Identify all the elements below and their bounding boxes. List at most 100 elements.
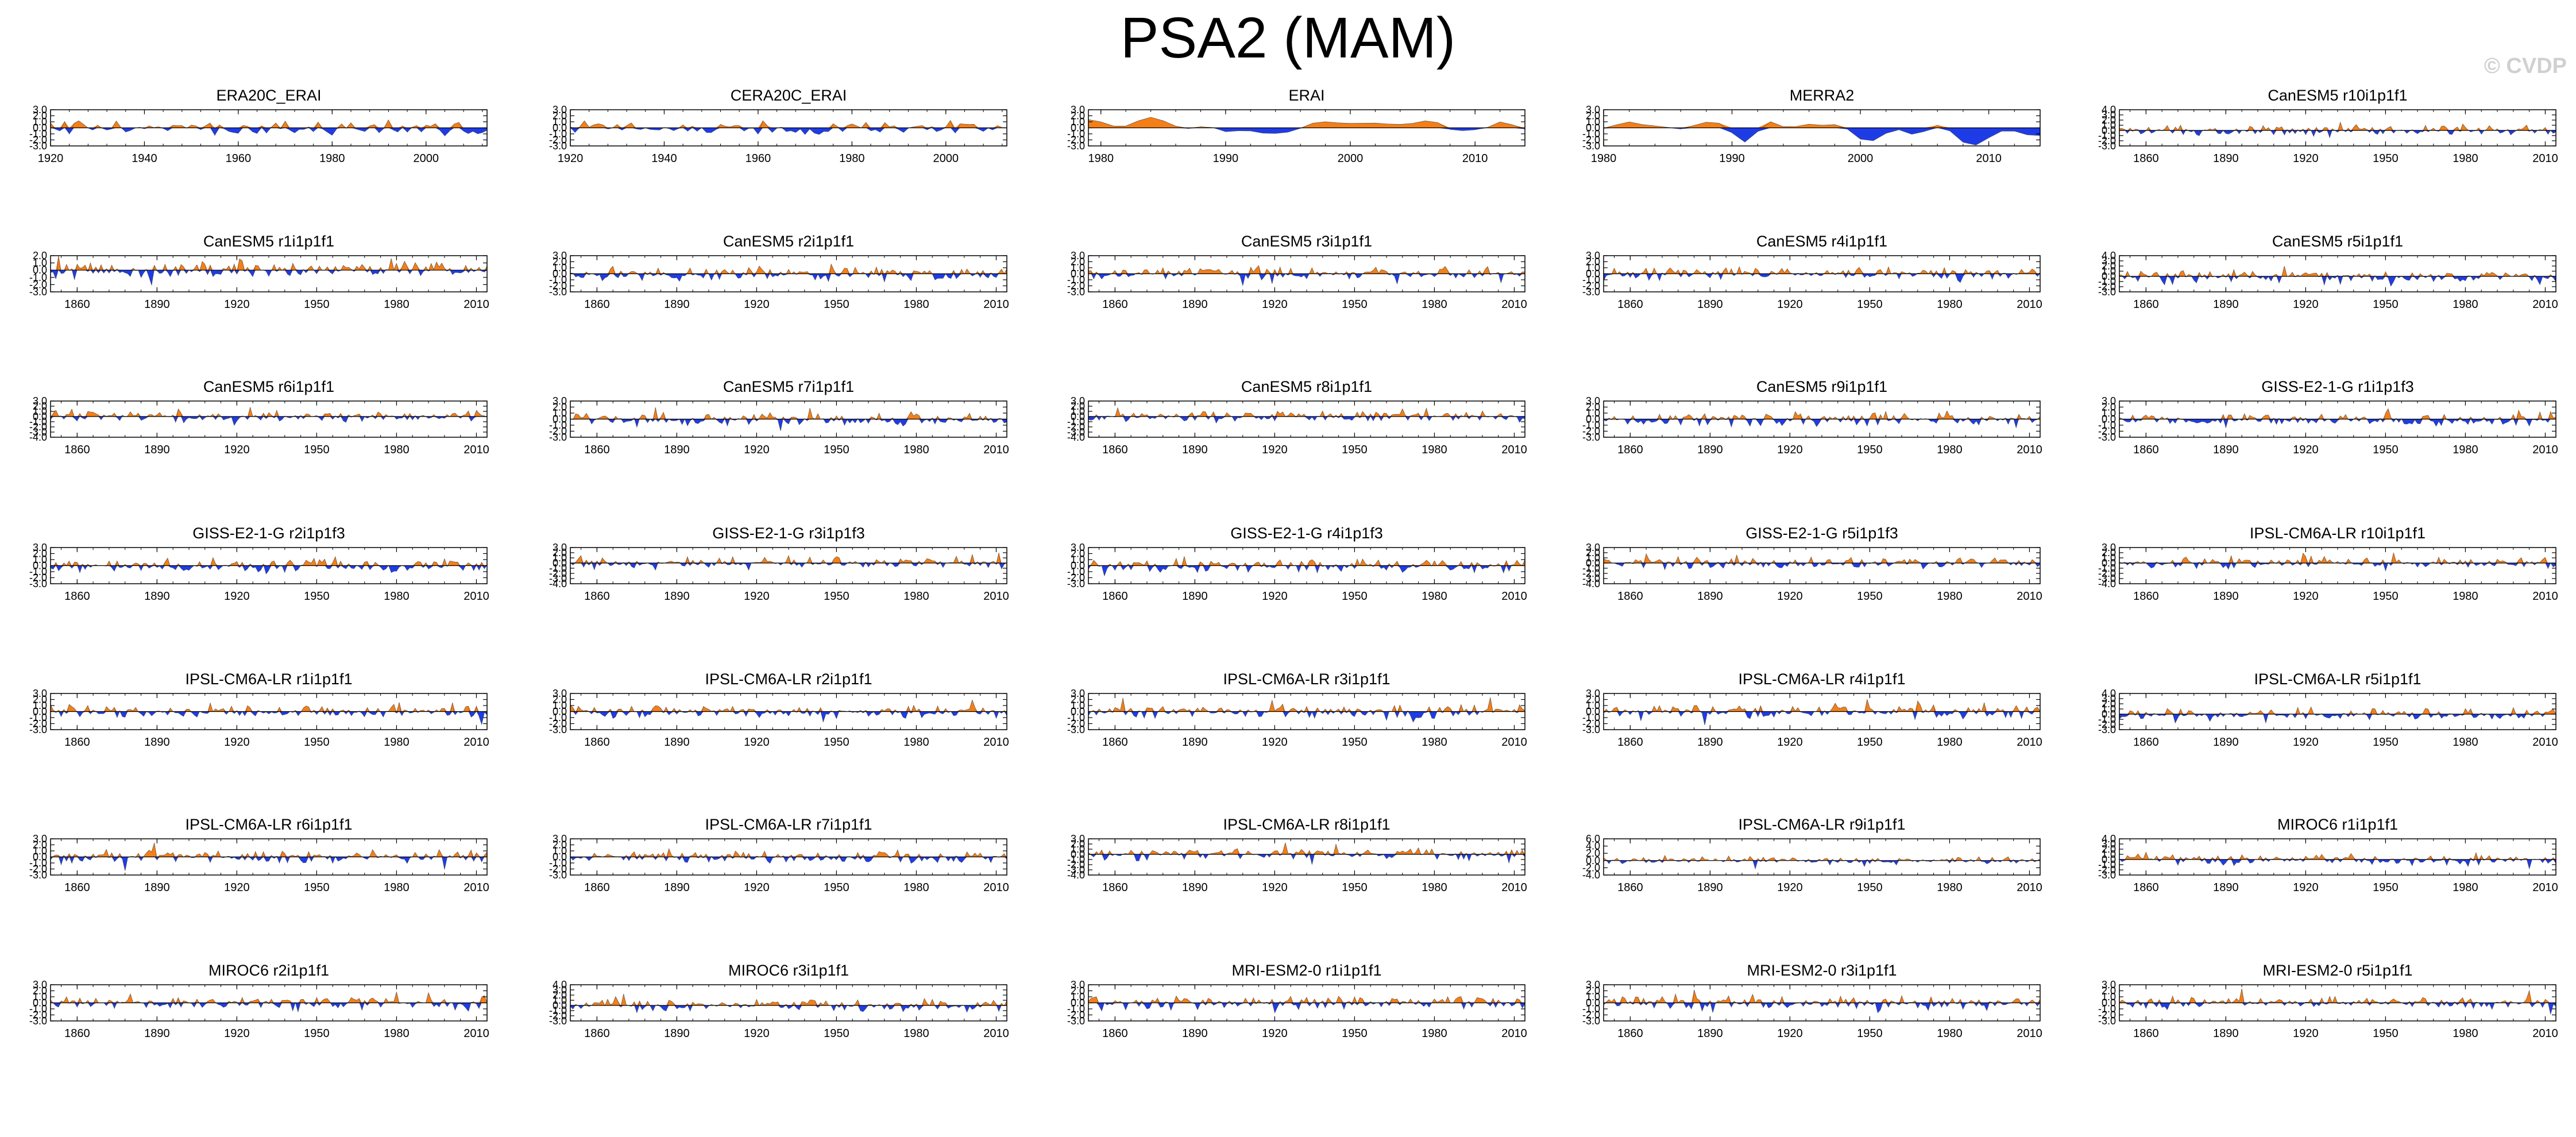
y-tick-label: 2.0 (1071, 400, 1085, 412)
y-tick-label: -3.0 (2098, 724, 2116, 735)
x-tick-label: 1980 (1591, 152, 1617, 165)
y-tick-label: 1.0 (553, 116, 567, 128)
x-tick-label: 2010 (2532, 298, 2558, 311)
chart-panel: IPSL-CM6A-LR r9i1p1f1 -4.0-2.00.02.04.06.… (1582, 816, 2042, 894)
series-line (570, 407, 1007, 431)
y-tick-label: 3.0 (1586, 542, 1600, 553)
series-line (1088, 556, 1525, 577)
chart-panel: ERAI -3.0-2.0-1.00.01.02.03.0 1980 1990 2000… (1067, 87, 1525, 165)
y-tick-label: 1.0 (1071, 843, 1085, 855)
x-tick-label: 1890 (2213, 1027, 2239, 1040)
x-tick-label: 2010 (464, 1027, 489, 1040)
y-tick-label: -2.0 (549, 426, 567, 437)
x-tick-label: 1980 (1937, 298, 1963, 311)
y-tick-label: -3.0 (1582, 724, 1600, 735)
x-tick-label: 1980 (384, 736, 410, 749)
series-line (1603, 410, 2041, 428)
x-tick-label: 2010 (983, 298, 1009, 311)
y-tick-label: 0.0 (2102, 557, 2116, 569)
positive-area (2119, 707, 2556, 714)
y-tick-label: 0.0 (1071, 997, 1085, 1009)
y-tick-label: 3.0 (2102, 395, 2116, 407)
y-tick-label: 3.0 (553, 395, 567, 407)
y-tick-label: -2.0 (29, 864, 47, 875)
panel-title: MRI-ESM2-0 r1i1p1f1 (1231, 962, 1381, 979)
y-tick-label: 1.0 (2102, 120, 2116, 131)
y-tick-label: -1.0 (549, 857, 567, 869)
y-tick-label: 1.0 (33, 700, 47, 711)
y-tick-label: -2.0 (1582, 426, 1600, 437)
x-tick-label: 1940 (132, 152, 157, 165)
series-line (570, 120, 1007, 135)
negative-area (51, 128, 487, 136)
x-tick-label: 1950 (304, 590, 330, 603)
y-tick-label: -3.0 (2098, 431, 2116, 443)
y-tick-label: 2.0 (553, 547, 567, 558)
positive-area (1088, 556, 1525, 566)
x-tick-label: 1920 (2293, 152, 2319, 165)
x-tick-label: 1980 (1422, 881, 1447, 894)
y-tick-label: -2.0 (549, 280, 567, 292)
y-tick-label: 0.0 (553, 122, 567, 134)
panel-title: CanESM5 r9i1p1f1 (1756, 378, 1887, 395)
y-tick-label: 1.0 (1071, 116, 1085, 128)
y-tick-label: 1.0 (2102, 552, 2116, 564)
negative-area (2119, 1003, 2556, 1015)
chart-panel: IPSL-CM6A-LR r10i1p1f1 -4.0-3.0-2.0-1.00.… (2098, 525, 2558, 603)
y-tick-label: -1.0 (2098, 859, 2116, 870)
y-tick-label: 2.0 (33, 985, 47, 997)
panel-title: MIROC6 r1i1p1f1 (2277, 816, 2398, 833)
y-tick-label: -3.0 (29, 426, 47, 438)
y-tick-label: -1.0 (2098, 276, 2116, 287)
panel-title: CanESM5 r5i1p1f1 (2272, 233, 2403, 250)
y-tick-label: 3.0 (553, 833, 567, 845)
positive-area (1604, 699, 2040, 712)
x-tick-label: 1980 (839, 152, 865, 165)
y-tick-label: 3.0 (1071, 104, 1085, 115)
x-tick-label: 1950 (824, 590, 849, 603)
series-line (1088, 117, 1525, 134)
x-tick-label: 1950 (1857, 298, 1883, 311)
x-tick-label: 1950 (304, 1027, 330, 1040)
chart-panel: IPSL-CM6A-LR r4i1p1f1-3.0-2.0-1.00.01.02… (1582, 670, 2042, 749)
chart-panel: MRI-ESM2-0 r3i1p1f1 -3.0-2.0-1.00.01.02.0… (1582, 962, 2042, 1040)
y-tick-label: 0.0 (1071, 268, 1085, 280)
y-tick-label: 0.0 (1071, 122, 1085, 134)
y-tick-label: -3.0 (29, 724, 47, 735)
y-tick-label: 2.0 (1071, 548, 1085, 560)
x-tick-label: 2000 (1338, 152, 1364, 165)
negative-area (2119, 563, 2556, 571)
negative-area (570, 711, 1007, 722)
x-tick-label: 1920 (224, 736, 250, 749)
y-tick-label: 1.0 (2102, 407, 2116, 419)
panel-title: MIROC6 r3i1p1f1 (728, 962, 849, 979)
y-tick-label: -3.0 (29, 869, 47, 881)
series-line (570, 263, 1007, 283)
x-tick-label: 1890 (144, 444, 170, 456)
x-tick-label: 1890 (664, 444, 690, 456)
y-tick-label: -4.0 (1582, 578, 1600, 589)
negative-area (570, 419, 1007, 431)
y-tick-label: -2.0 (2098, 135, 2116, 147)
negative-area (1604, 563, 2040, 570)
x-tick-label: 2010 (1501, 444, 1527, 456)
series-line (1088, 697, 1525, 723)
series-line (1603, 855, 2041, 870)
y-tick-label: -4.0 (29, 431, 47, 443)
x-tick-label: 1890 (664, 1027, 690, 1040)
y-tick-label: -2.0 (1582, 862, 1600, 873)
panel-frame (2119, 693, 2556, 730)
x-tick-label: 1980 (1422, 1027, 1447, 1040)
x-tick-label: 1920 (744, 881, 770, 894)
x-tick-label: 1950 (2373, 881, 2399, 894)
y-tick-label: 1.0 (553, 262, 567, 273)
x-tick-label: 1980 (1937, 444, 1963, 456)
y-tick-label: -1.0 (2098, 130, 2116, 141)
x-tick-label: 1890 (1182, 736, 1208, 749)
x-tick-label: 2010 (2532, 590, 2558, 603)
x-tick-label: 2010 (2532, 444, 2558, 456)
x-tick-label: 1890 (2213, 298, 2239, 311)
y-tick-label: 0.0 (2102, 271, 2116, 282)
x-tick-label: 1950 (2373, 736, 2399, 749)
